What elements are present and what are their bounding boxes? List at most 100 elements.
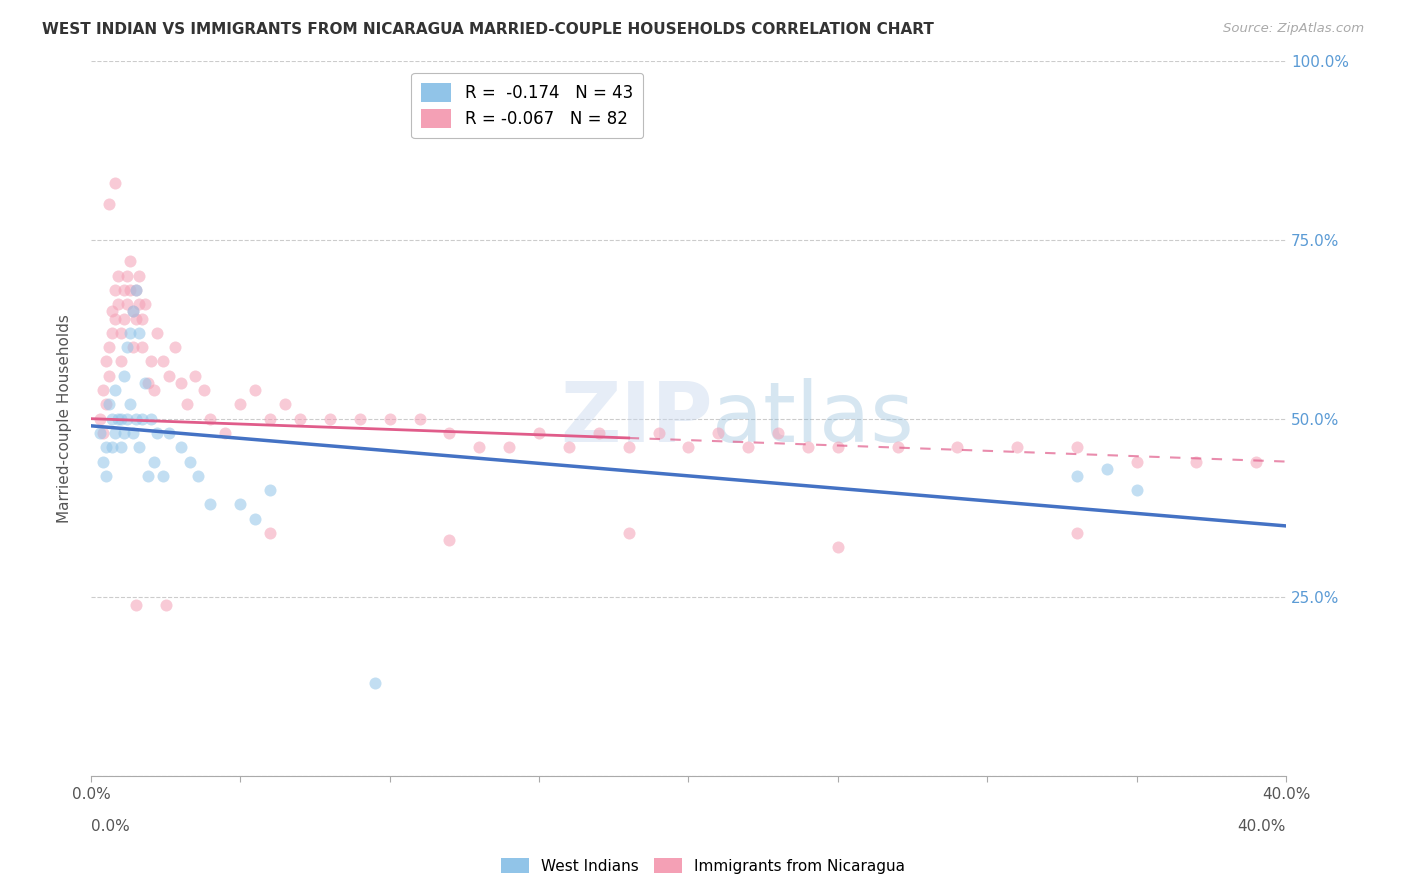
- Point: [139, 411, 162, 425]
- Point: [125, 283, 148, 297]
- Point: [131, 340, 153, 354]
- Point: [104, 311, 127, 326]
- Point: [115, 297, 138, 311]
- Point: [827, 440, 849, 454]
- Point: [125, 598, 148, 612]
- Point: [104, 425, 127, 440]
- Point: [112, 425, 135, 440]
- Point: [349, 411, 371, 425]
- Point: [125, 311, 148, 326]
- Point: [112, 311, 135, 326]
- Point: [1066, 440, 1088, 454]
- Point: [184, 368, 207, 383]
- Point: [946, 440, 969, 454]
- Point: [1005, 440, 1028, 454]
- Point: [97, 368, 120, 383]
- Point: [200, 411, 222, 425]
- Point: [797, 440, 820, 454]
- Point: [259, 526, 281, 541]
- Point: [131, 311, 153, 326]
- Point: [121, 425, 143, 440]
- Point: [107, 411, 129, 425]
- Point: [319, 411, 342, 425]
- Point: [110, 326, 132, 340]
- Point: [110, 354, 132, 368]
- Point: [91, 425, 114, 440]
- Point: [179, 454, 201, 468]
- Point: [115, 340, 138, 354]
- Legend: R =  -0.174   N = 43, R = -0.067   N = 82: R = -0.174 N = 43, R = -0.067 N = 82: [412, 73, 643, 138]
- Point: [737, 440, 759, 454]
- Point: [97, 397, 120, 411]
- Text: 40.0%: 40.0%: [1237, 819, 1286, 834]
- Point: [104, 283, 127, 297]
- Point: [94, 354, 117, 368]
- Text: Source: ZipAtlas.com: Source: ZipAtlas.com: [1223, 22, 1364, 36]
- Point: [101, 411, 124, 425]
- Point: [128, 268, 150, 283]
- Point: [134, 297, 156, 311]
- Point: [1185, 454, 1208, 468]
- Point: [1095, 461, 1118, 475]
- Point: [142, 454, 165, 468]
- Point: [617, 526, 640, 541]
- Point: [94, 440, 117, 454]
- Point: [1244, 454, 1267, 468]
- Point: [110, 411, 132, 425]
- Point: [94, 468, 117, 483]
- Point: [193, 383, 215, 397]
- Point: [886, 440, 908, 454]
- Point: [121, 304, 143, 318]
- Point: [115, 411, 138, 425]
- Point: [200, 498, 222, 512]
- Point: [118, 397, 141, 411]
- Point: [91, 454, 114, 468]
- Point: [110, 440, 132, 454]
- Point: [588, 425, 610, 440]
- Y-axis label: Married-couple Households: Married-couple Households: [58, 314, 72, 523]
- Point: [229, 498, 252, 512]
- Point: [163, 340, 186, 354]
- Point: [125, 283, 148, 297]
- Point: [107, 297, 129, 311]
- Point: [139, 354, 162, 368]
- Point: [558, 440, 581, 454]
- Point: [118, 283, 141, 297]
- Point: [145, 326, 167, 340]
- Point: [112, 283, 135, 297]
- Point: [1125, 454, 1147, 468]
- Point: [707, 425, 730, 440]
- Point: [439, 425, 461, 440]
- Point: [134, 376, 156, 390]
- Point: [121, 340, 143, 354]
- Point: [157, 425, 180, 440]
- Point: [152, 354, 174, 368]
- Point: [145, 425, 167, 440]
- Point: [176, 397, 198, 411]
- Point: [187, 468, 209, 483]
- Legend: West Indians, Immigrants from Nicaragua: West Indians, Immigrants from Nicaragua: [495, 852, 911, 880]
- Point: [157, 368, 180, 383]
- Point: [439, 533, 461, 548]
- Point: [115, 268, 138, 283]
- Point: [827, 541, 849, 555]
- Text: 0.0%: 0.0%: [91, 819, 129, 834]
- Point: [259, 411, 281, 425]
- Point: [131, 411, 153, 425]
- Text: ZIP: ZIP: [560, 378, 713, 459]
- Point: [274, 397, 297, 411]
- Point: [97, 197, 120, 211]
- Point: [1066, 526, 1088, 541]
- Point: [118, 326, 141, 340]
- Point: [259, 483, 281, 498]
- Point: [155, 598, 177, 612]
- Point: [408, 411, 430, 425]
- Point: [214, 425, 236, 440]
- Point: [97, 340, 120, 354]
- Point: [1066, 468, 1088, 483]
- Point: [104, 383, 127, 397]
- Point: [101, 304, 124, 318]
- Point: [128, 326, 150, 340]
- Point: [107, 268, 129, 283]
- Point: [229, 397, 252, 411]
